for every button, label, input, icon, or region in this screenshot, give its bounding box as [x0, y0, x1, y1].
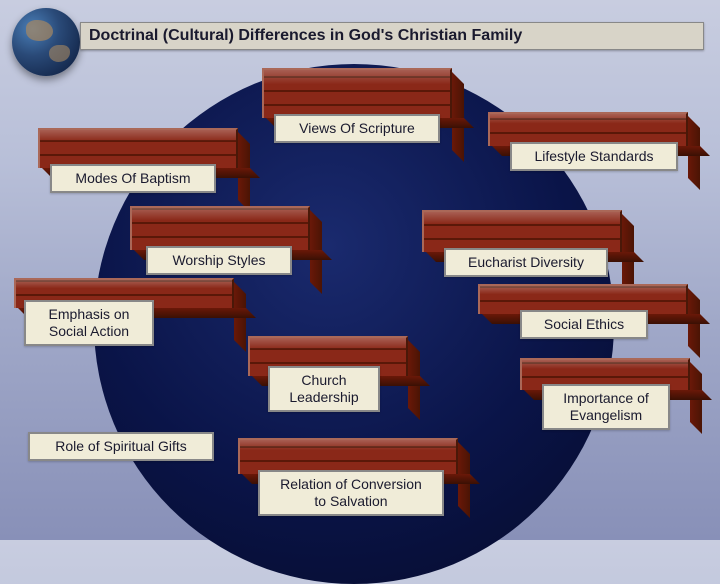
- brick-eucharist-diversity: [422, 210, 622, 252]
- label-importance-evangelism: Importance ofEvangelism: [542, 384, 670, 430]
- globe-icon: [12, 8, 80, 76]
- page-title: Doctrinal (Cultural) Differences in God'…: [89, 27, 522, 45]
- title-bar: Doctrinal (Cultural) Differences in God'…: [80, 22, 704, 50]
- brick-relation-conversion: [238, 438, 458, 474]
- label-eucharist-diversity: Eucharist Diversity: [444, 248, 608, 277]
- label-views-scripture: Views Of Scripture: [274, 114, 440, 143]
- brick-views-scripture: [262, 68, 452, 118]
- label-church-leadership: ChurchLeadership: [268, 366, 380, 412]
- label-relation-conversion: Relation of Conversionto Salvation: [258, 470, 444, 516]
- label-lifestyle-standards: Lifestyle Standards: [510, 142, 678, 171]
- label-emphasis-social: Emphasis onSocial Action: [24, 300, 154, 346]
- label-worship-styles: Worship Styles: [146, 246, 292, 275]
- brick-modes-baptism: [38, 128, 238, 168]
- label-social-ethics: Social Ethics: [520, 310, 648, 339]
- label-role-spiritual-gifts: Role of Spiritual Gifts: [28, 432, 214, 461]
- brick-worship-styles: [130, 206, 310, 250]
- label-modes-baptism: Modes Of Baptism: [50, 164, 216, 193]
- brick-lifestyle-standards: [488, 112, 688, 146]
